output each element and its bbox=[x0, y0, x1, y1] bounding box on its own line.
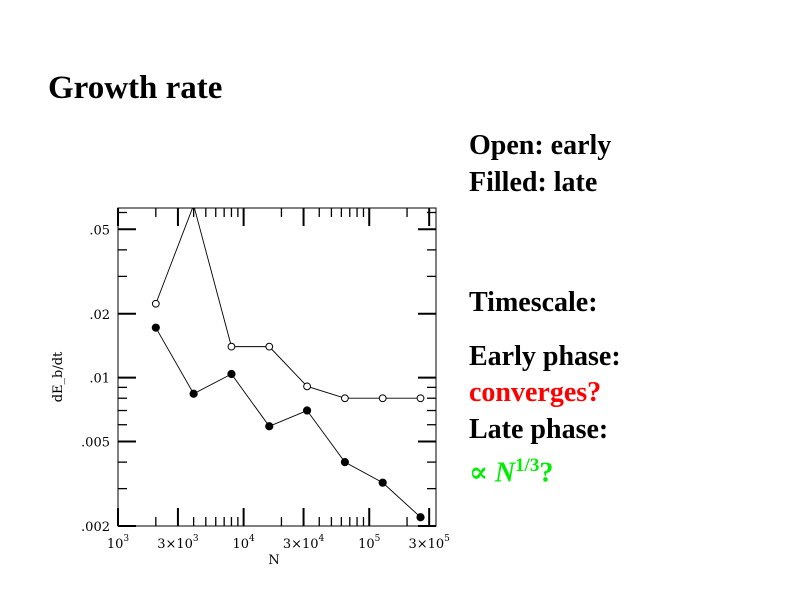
late-answer-question: ? bbox=[539, 457, 554, 489]
open-data-point bbox=[151, 299, 160, 308]
x-tick-label: 3×104 bbox=[283, 534, 325, 552]
legend-open-note: Open: early bbox=[469, 130, 612, 161]
x-axis-label: N bbox=[268, 553, 279, 568]
filled-data-point bbox=[302, 406, 312, 415]
series-line-filled bbox=[155, 327, 421, 518]
open-data-point bbox=[227, 342, 236, 351]
y-tick-label: .05 bbox=[89, 223, 110, 238]
open-data-point bbox=[378, 394, 387, 403]
plot-frame bbox=[117, 207, 437, 527]
y-tick-label: .02 bbox=[89, 308, 110, 323]
timescale-heading: Timescale: bbox=[469, 287, 598, 318]
late-phase-label: Late phase: bbox=[469, 414, 609, 445]
x-tick-label: 103 bbox=[107, 534, 130, 552]
series-line-open bbox=[155, 208, 421, 399]
filled-data-point bbox=[416, 513, 425, 522]
x-tick-label: 3×105 bbox=[408, 534, 450, 552]
plot-area bbox=[151, 208, 425, 522]
open-data-point bbox=[191, 208, 197, 210]
early-phase-label: Early phase: bbox=[469, 341, 621, 372]
open-data-point bbox=[340, 394, 349, 403]
filled-data-point bbox=[227, 369, 236, 379]
open-data-point bbox=[303, 382, 311, 391]
late-phase-answer: ∝ N1/3? bbox=[469, 456, 553, 487]
y-tick-label: .01 bbox=[89, 372, 110, 387]
filled-data-point bbox=[189, 389, 198, 398]
x-tick-label: 3×103 bbox=[157, 534, 199, 552]
x-tick-label: 104 bbox=[232, 534, 255, 552]
x-tick-label: 105 bbox=[358, 534, 381, 552]
legend-filled-note: Filled: late bbox=[469, 167, 598, 198]
filled-data-point bbox=[340, 458, 349, 467]
y-tick-label: .005 bbox=[81, 436, 110, 451]
filled-data-point bbox=[151, 323, 160, 332]
proportional-symbol: ∝ bbox=[469, 457, 495, 489]
open-data-point bbox=[416, 394, 425, 403]
slide-title: Growth rate bbox=[48, 70, 223, 106]
filled-data-point bbox=[265, 422, 274, 431]
late-answer-exponent: 1/3 bbox=[515, 455, 540, 476]
filled-data-point bbox=[378, 478, 387, 487]
late-answer-variable: N bbox=[494, 457, 516, 489]
y-axis-label: dE_b/dt bbox=[51, 351, 66, 402]
open-data-point bbox=[265, 342, 274, 351]
y-tick-label: .002 bbox=[81, 520, 110, 535]
early-phase-answer: converges? bbox=[469, 377, 602, 408]
